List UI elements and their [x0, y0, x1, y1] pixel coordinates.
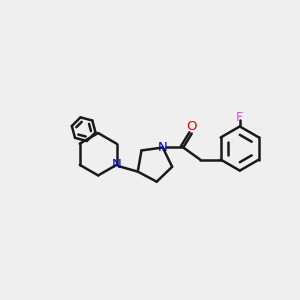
Text: N: N [112, 158, 122, 171]
Text: O: O [187, 120, 197, 133]
Text: F: F [236, 110, 243, 124]
Text: N: N [158, 141, 168, 154]
